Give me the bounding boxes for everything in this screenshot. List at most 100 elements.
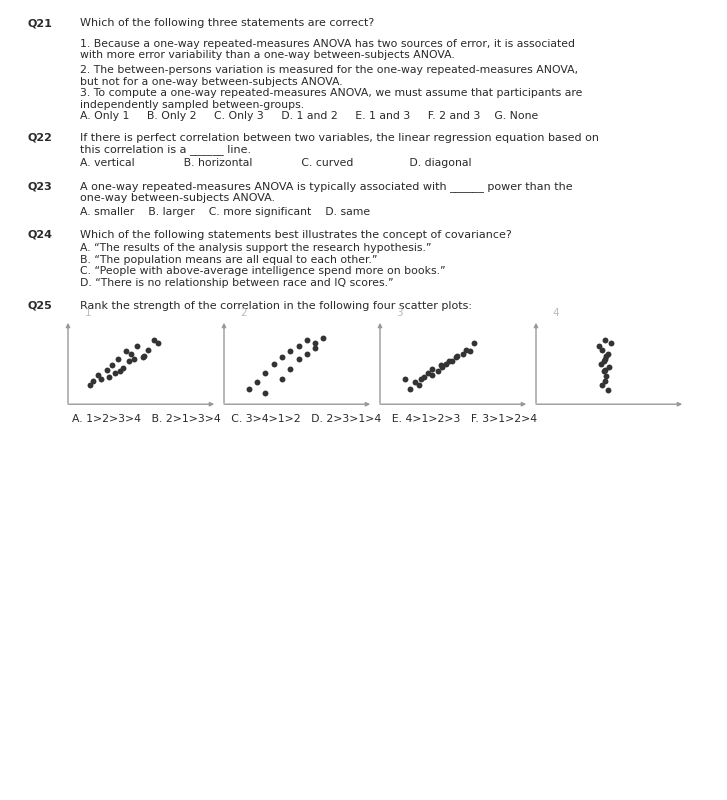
Point xyxy=(432,365,443,378)
Point xyxy=(436,360,448,373)
Point xyxy=(152,337,164,350)
Text: A. “The results of the analysis support the research hypothesis.”: A. “The results of the analysis support … xyxy=(80,243,432,254)
Text: with more error variability than a one-way between-subjects ANOVA.: with more error variability than a one-w… xyxy=(80,50,455,60)
Point xyxy=(293,339,305,352)
Point xyxy=(243,382,254,395)
Point xyxy=(399,373,411,386)
Point xyxy=(459,343,471,356)
Point xyxy=(309,342,321,354)
Point xyxy=(87,374,99,387)
Text: Q21: Q21 xyxy=(28,18,53,28)
Point xyxy=(129,353,140,366)
Point xyxy=(468,337,480,350)
Point xyxy=(131,339,142,352)
Point xyxy=(260,386,271,399)
Point xyxy=(109,366,121,379)
Text: 2: 2 xyxy=(241,309,247,318)
Point xyxy=(416,373,427,386)
Point xyxy=(138,350,150,362)
Text: Q24: Q24 xyxy=(28,230,53,240)
Point xyxy=(451,350,463,362)
Point xyxy=(422,366,434,379)
Point xyxy=(594,339,606,352)
Point xyxy=(123,355,134,368)
Text: A. 1>2>3>4   B. 2>1>3>4   C. 3>4>1>2   D. 2>3>1>4   E. 4>1>2>3   F. 3>1>2>4: A. 1>2>3>4 B. 2>1>3>4 C. 3>4>1>2 D. 2>3>… xyxy=(72,414,537,424)
Point xyxy=(443,355,455,368)
Point xyxy=(413,378,425,391)
Text: 1: 1 xyxy=(84,309,91,318)
Point xyxy=(126,347,137,360)
Point xyxy=(599,374,611,387)
Point xyxy=(268,358,279,370)
Point xyxy=(92,368,104,381)
Point xyxy=(95,373,107,386)
Point xyxy=(252,376,263,389)
Point xyxy=(103,370,115,383)
Point xyxy=(598,355,609,368)
Text: D. “There is no relationship between race and IQ scores.”: D. “There is no relationship between rac… xyxy=(80,278,393,288)
Point xyxy=(427,362,438,375)
Text: independently sampled between-groups.: independently sampled between-groups. xyxy=(80,100,304,110)
Text: A. vertical              B. horizontal              C. curved                D. : A. vertical B. horizontal C. curved D. xyxy=(80,158,472,168)
Point xyxy=(318,331,329,344)
Point xyxy=(404,382,416,395)
Text: but not for a one-way between-subjects ANOVA.: but not for a one-way between-subjects A… xyxy=(80,77,342,86)
Point xyxy=(137,351,148,364)
Text: one-way between-subjects ANOVA.: one-way between-subjects ANOVA. xyxy=(80,193,275,202)
Point xyxy=(595,358,606,370)
Text: Which of the following statements best illustrates the concept of covariance?: Which of the following statements best i… xyxy=(80,230,512,240)
Point xyxy=(601,370,612,382)
Text: this correlation is a ______ line.: this correlation is a ______ line. xyxy=(80,145,251,155)
Text: 1. Because a one-way repeated-measures ANOVA has two sources of error, it is ass: 1. Because a one-way repeated-measures A… xyxy=(80,38,575,49)
Point xyxy=(284,345,296,358)
Point xyxy=(599,334,611,346)
Point xyxy=(435,358,446,371)
Point xyxy=(446,355,457,368)
Text: 2. The between-persons variation is measured for the one-way repeated-measures A: 2. The between-persons variation is meas… xyxy=(80,65,578,75)
Point xyxy=(148,334,159,346)
Point xyxy=(598,365,609,378)
Point xyxy=(457,347,469,360)
Point xyxy=(301,347,313,360)
Point xyxy=(599,353,611,366)
Point xyxy=(293,353,305,366)
Point xyxy=(309,337,321,350)
Text: A. Only 1     B. Only 2     C. Only 3     D. 1 and 2     E. 1 and 3     F. 2 and: A. Only 1 B. Only 2 C. Only 3 D. 1 and 2… xyxy=(80,111,538,121)
Text: Rank the strength of the correlation in the following four scatter plots:: Rank the strength of the correlation in … xyxy=(80,301,472,311)
Point xyxy=(596,343,608,356)
Point xyxy=(284,362,296,375)
Text: Q23: Q23 xyxy=(28,182,53,191)
Point xyxy=(120,345,132,358)
Text: B. “The population means are all equal to each other.”: B. “The population means are all equal t… xyxy=(80,255,377,265)
Point xyxy=(117,362,129,374)
Text: If there is perfect correlation between two variables, the linear regression equ: If there is perfect correlation between … xyxy=(80,133,599,143)
Text: Which of the following three statements are correct?: Which of the following three statements … xyxy=(80,18,374,28)
Point xyxy=(418,370,430,383)
Point xyxy=(276,373,288,386)
Point xyxy=(441,358,452,370)
Point xyxy=(260,366,271,379)
Text: A one-way repeated-measures ANOVA is typically associated with ______ power than: A one-way repeated-measures ANOVA is typ… xyxy=(80,182,573,192)
Text: C. “People with above-average intelligence spend more on books.”: C. “People with above-average intelligen… xyxy=(80,266,446,277)
Point xyxy=(106,358,118,371)
Point xyxy=(601,350,612,362)
Point xyxy=(84,378,96,391)
Point xyxy=(602,347,614,360)
Point xyxy=(112,353,124,366)
Point xyxy=(605,337,616,350)
Point xyxy=(450,351,462,364)
Point xyxy=(276,351,288,364)
Point xyxy=(603,360,615,373)
Point xyxy=(115,365,126,378)
Text: 3: 3 xyxy=(396,309,403,318)
Text: 4: 4 xyxy=(553,309,559,318)
Text: A. smaller    B. larger    C. more significant    D. same: A. smaller B. larger C. more significant… xyxy=(80,206,370,217)
Point xyxy=(301,334,313,346)
Text: Q22: Q22 xyxy=(28,133,53,143)
Point xyxy=(602,384,614,397)
Text: Q25: Q25 xyxy=(28,301,53,311)
Point xyxy=(142,343,154,356)
Point xyxy=(599,363,611,376)
Point xyxy=(101,363,113,376)
Point xyxy=(464,345,475,358)
